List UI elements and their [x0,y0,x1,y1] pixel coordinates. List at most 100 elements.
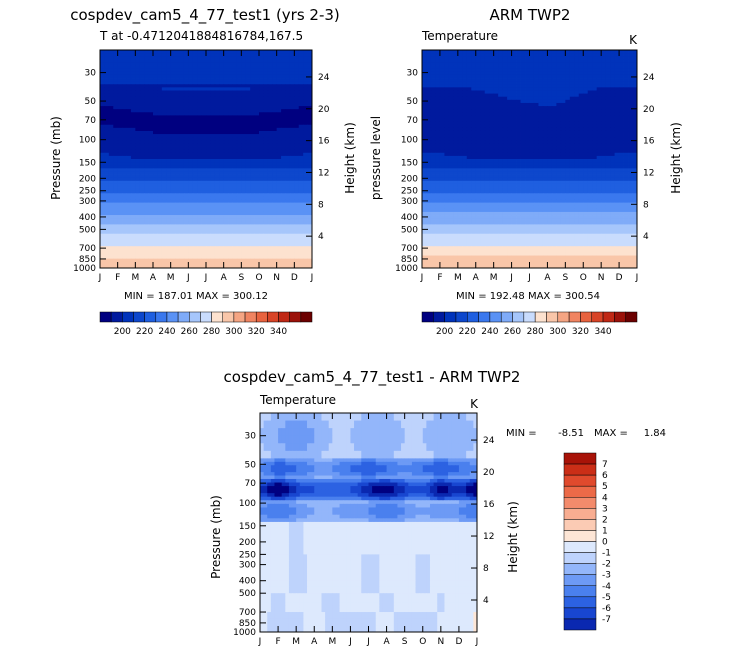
contour-cell [448,50,454,54]
contour-cell [192,246,198,250]
contour-cell [236,71,242,76]
contour-cell [206,252,211,256]
contour-cell [605,118,611,123]
contour-cell [444,99,450,104]
contour-cell [289,102,295,107]
contour-cell [166,96,172,101]
contour-cell [166,78,172,82]
contour-cell [104,264,110,269]
contour-cell [628,50,633,54]
contour-cell [210,149,216,154]
contour-cell [281,106,286,110]
contour-cell [448,59,454,63]
contour-cell [241,118,247,123]
contour-cell [556,109,562,113]
contour-cell [574,118,580,123]
contour-cell [507,112,512,116]
contour-cell [126,205,132,210]
contour-cell [228,218,233,222]
contour-cell [426,140,432,144]
contour-cell [148,205,154,210]
contour-cell [100,221,105,225]
contour-cell [457,106,463,110]
contour-cell [117,165,123,169]
contour-cell [108,193,114,197]
contour-cell [157,165,163,169]
contour-cell [148,155,154,160]
contour-cell [188,127,194,132]
y-tick-label: 850 [79,255,96,265]
contour-cell [117,127,123,132]
contour-cell [448,106,454,110]
contour-cell [254,264,260,269]
contour-cell [453,87,459,91]
contour-cell [228,78,233,82]
contour-cell [471,96,477,101]
contour-cell [289,174,295,179]
height-tick-label: 16 [318,137,330,147]
contour-cell [628,112,633,116]
contour-cell [122,171,127,175]
contour-cell [498,81,504,85]
contour-cell [276,239,282,244]
contour-cell [122,243,127,247]
contour-cell [289,171,295,175]
contour-cell [210,146,216,151]
contour-cell [596,96,602,101]
contour-cell [272,187,278,191]
contour-cell [466,115,472,119]
contour-cell [489,146,495,151]
contour-cell [219,255,225,260]
contour-cell [250,78,255,82]
contour-cell [426,112,432,116]
contour-cell [170,50,176,54]
contour-cell [135,171,141,175]
contour-cell [457,140,463,144]
contour-cell [592,102,598,107]
contour-cell [183,112,189,116]
contour-cell [166,130,172,135]
contour-cell [228,137,233,141]
contour-cell [139,159,145,163]
contour-cell [214,261,220,266]
contour-cell [560,93,566,98]
contour-cell [197,224,202,228]
contour-cell [448,87,454,91]
contour-cell [430,106,436,110]
contour-cell [480,59,486,63]
contour-cell [144,102,149,107]
units-label: K [629,33,638,47]
contour-cell [267,171,273,175]
contour-cell [605,56,611,60]
contour-cell [161,165,167,169]
contour-cell [601,124,607,129]
contour-cell [307,68,313,73]
contour-cell [201,50,207,54]
contour-cell [601,109,607,113]
panel-title: cospdev_cam5_4_77_test1 (yrs 2-3) [70,6,340,25]
contour-cell [188,205,194,210]
contour-cell [183,146,189,151]
contour-cell [605,93,611,98]
contour-cell [439,68,445,73]
contour-cell [157,106,163,110]
contour-cell [422,53,427,57]
contour-cell [294,137,300,141]
contour-cell [272,174,278,179]
contour-cell [122,258,127,263]
contour-cell [175,165,180,169]
contour-cell [135,193,141,197]
contour-cell [578,81,584,85]
contour-cell [574,130,580,135]
contour-cell [104,65,110,70]
contour-cell [175,208,180,213]
contour-cell [214,264,220,269]
contour-cell [294,65,300,70]
contour-cell [307,159,313,163]
contour-cell [153,187,158,191]
contour-cell [484,56,490,60]
contour-cell [210,264,216,269]
contour-cell [113,87,119,91]
contour-cell [556,143,562,147]
contour-cell [179,137,185,141]
